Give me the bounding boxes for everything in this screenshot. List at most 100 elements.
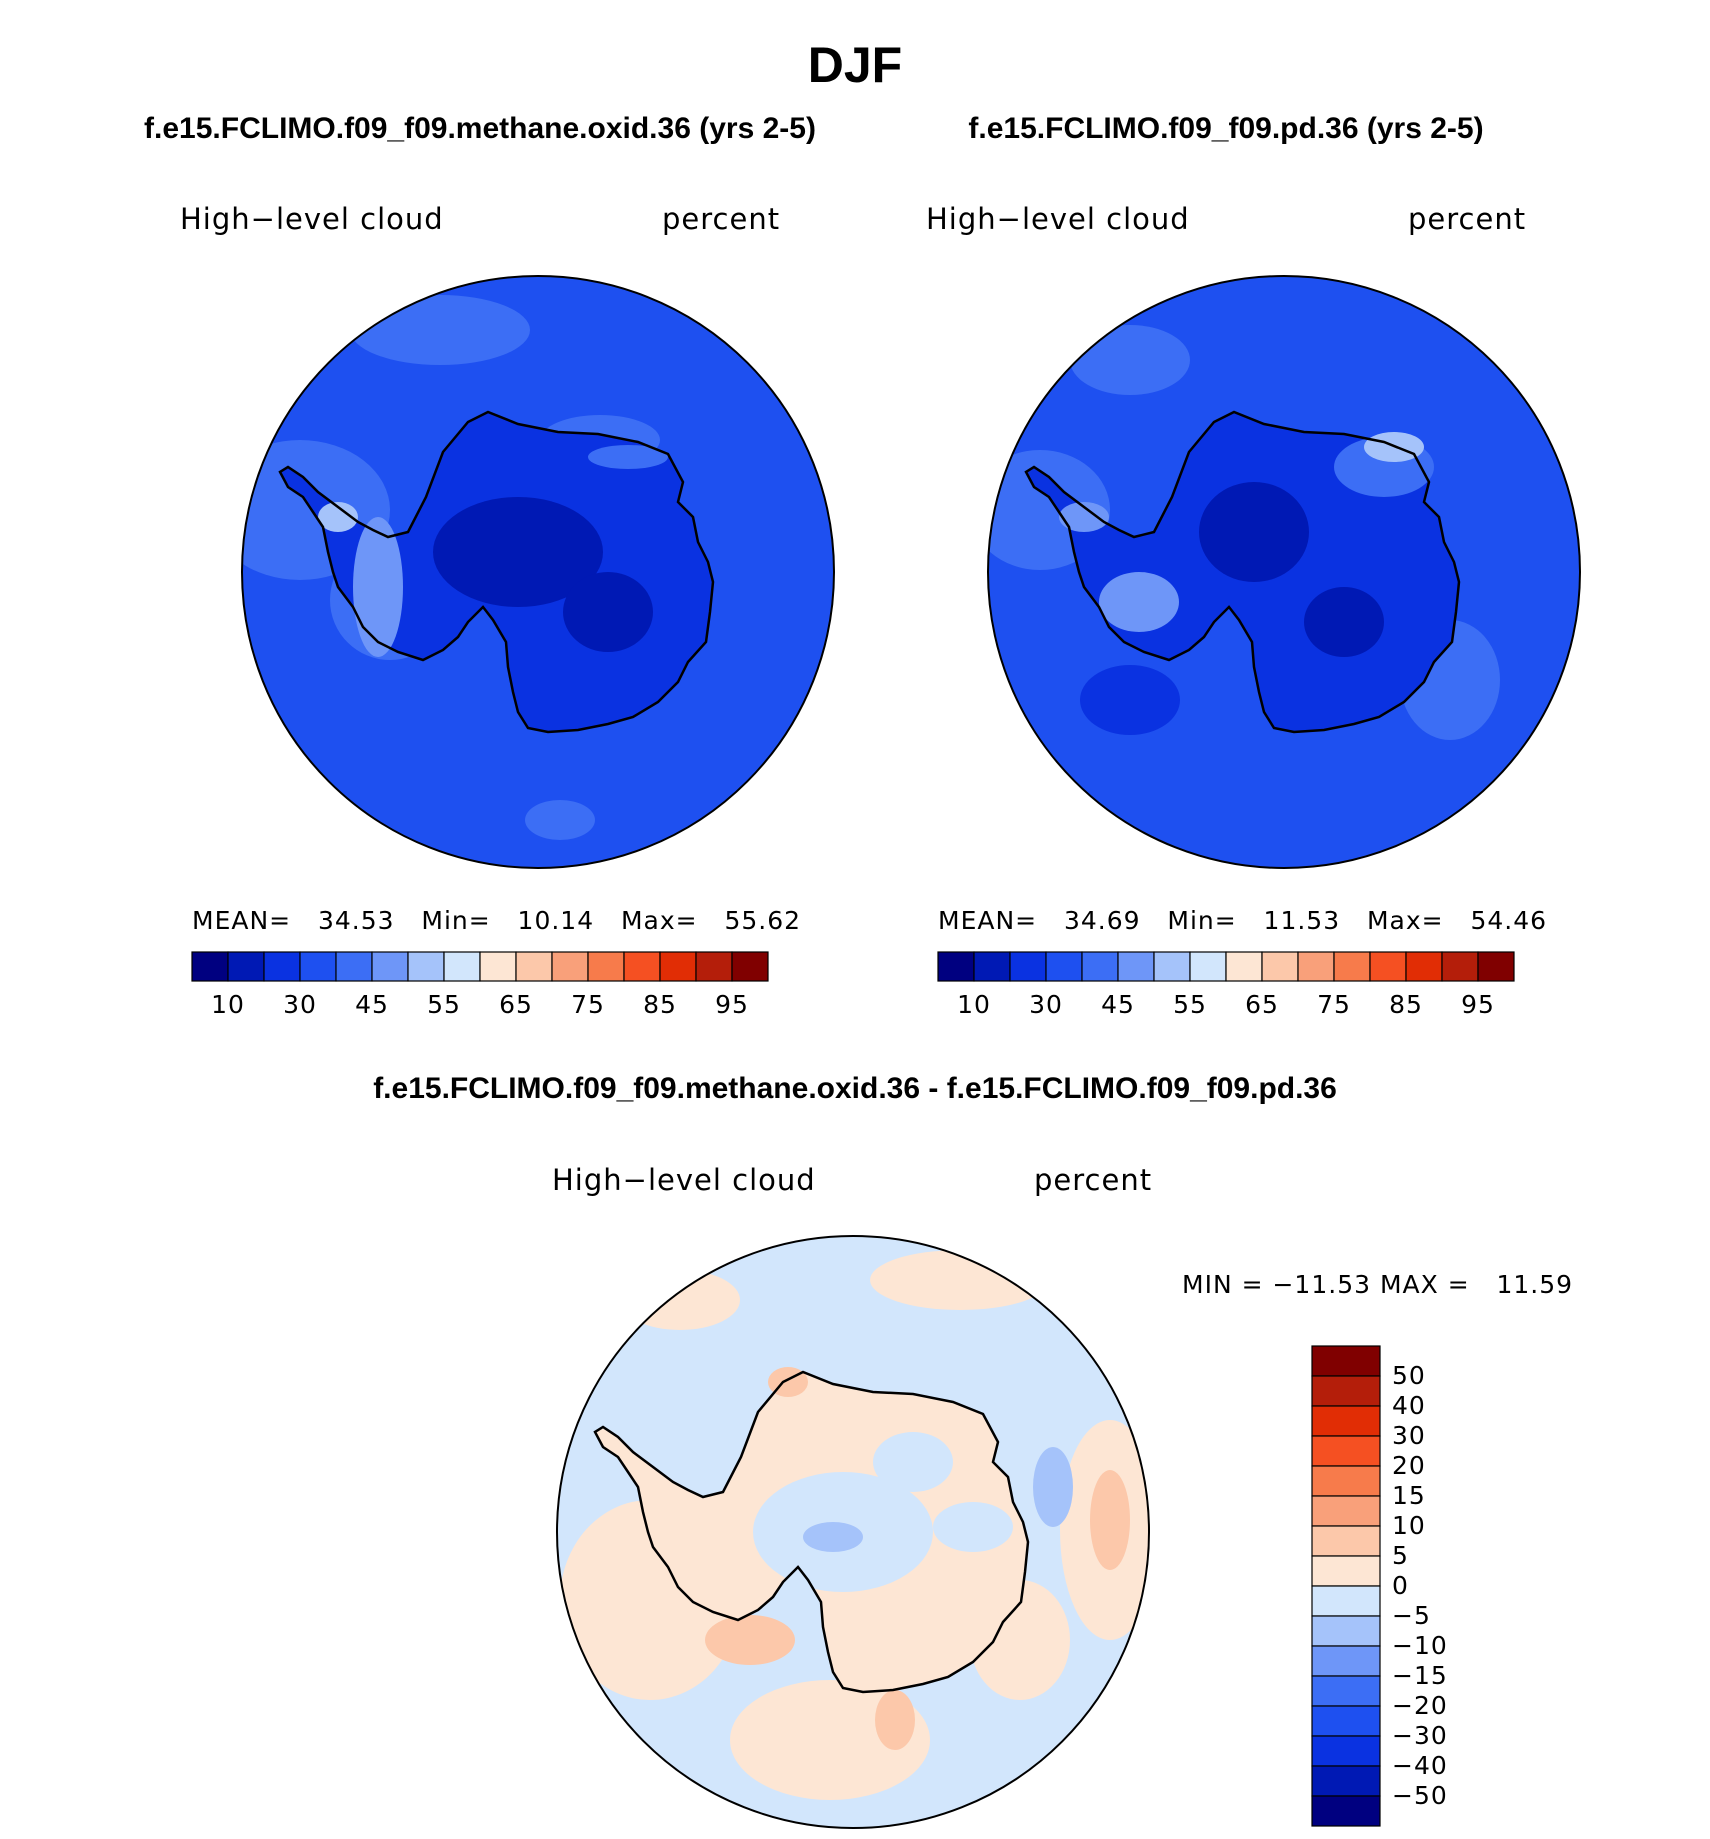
difference-units-label: percent [1034,1163,1153,1197]
panel-1-stats: MEAN= 34.53 Min= 10.14 Max= 55.62 [192,906,801,935]
difference-minmax: MIN = −11.53 MAX = 11.59 [1182,1270,1574,1299]
colorbar-tick-label: 65 [1245,990,1279,1019]
colorbar-tick-label: −5 [1392,1601,1431,1630]
panel-1-mean-label: MEAN= [192,906,292,935]
colorbar-cell [659,951,697,982]
panel-2-mean-value: 34.69 [1063,906,1141,935]
colorbar-cell [1311,1555,1381,1587]
difference-variable-label: High−level cloud [552,1163,816,1197]
colorbar-tick-label: 10 [957,990,991,1019]
difference-colorbar [1311,1345,1381,1827]
panel-1-map [241,275,835,869]
colorbar-cell [1117,951,1155,982]
colorbar-cell [1311,1525,1381,1557]
colorbar-cell [1311,1645,1381,1677]
colorbar-cell [1311,1435,1381,1467]
difference-title: f.e15.FCLIMO.f09_f09.methane.oxid.36 - f… [373,1072,1337,1105]
colorbar-cell [1153,951,1191,982]
colorbar-tick-label: 45 [1101,990,1135,1019]
colorbar-tick-label: 55 [427,990,461,1019]
colorbar-cell [1311,1765,1381,1797]
colorbar-tick-label: 30 [1029,990,1063,1019]
panel-1-max-label: Max= [620,906,698,935]
colorbar-cell [1311,1735,1381,1767]
page-title: DJF [807,37,903,93]
colorbar-cell [263,951,301,982]
colorbar-cell [731,951,769,982]
colorbar-cell [191,951,229,982]
colorbar-tick-label: 15 [1392,1481,1426,1510]
panel-2-max-value: 54.46 [1470,906,1548,935]
panel-1-title: f.e15.FCLIMO.f09_f09.methane.oxid.36 (yr… [144,112,816,145]
colorbar-cell [1225,951,1263,982]
panel-2-map [987,275,1581,869]
colorbar-tick-label: 0 [1392,1571,1409,1600]
colorbar-tick-label: 50 [1392,1361,1426,1390]
colorbar-cell [1311,1795,1381,1827]
colorbar-cell [623,951,661,982]
colorbar-cell [1009,951,1047,982]
colorbar-cell [299,951,337,982]
colorbar-tick-label: 20 [1392,1451,1426,1480]
colorbar-tick-label: 40 [1392,1391,1426,1420]
panel-2-variable-label: High−level cloud [926,202,1190,236]
colorbar-tick-label: 45 [355,990,389,1019]
colorbar-cell [1311,1585,1381,1617]
panel-2-colorbar [937,951,1515,982]
colorbar-tick-label: 5 [1392,1541,1409,1570]
panel-1-mean-value: 34.53 [317,906,395,935]
colorbar-tick-label: 75 [1317,990,1351,1019]
colorbar-cell [407,951,445,982]
colorbar-cell [1311,1495,1381,1527]
colorbar-tick-label: 75 [571,990,605,1019]
colorbar-tick-label: 30 [1392,1421,1426,1450]
colorbar-tick-label: −50 [1392,1781,1448,1810]
colorbar-cell [515,951,553,982]
colorbar-cell [371,951,409,982]
colorbar-tick-label: 95 [1461,990,1495,1019]
colorbar-cell [1369,951,1407,982]
colorbar-cell [443,951,481,982]
colorbar-tick-label: −10 [1392,1631,1448,1660]
colorbar-cell [1477,951,1515,982]
difference-map [556,1235,1150,1829]
colorbar-cell [1311,1405,1381,1437]
colorbar-cell [335,951,373,982]
colorbar-tick-label: 55 [1173,990,1207,1019]
colorbar-tick-label: −20 [1392,1691,1448,1720]
panel-2-title: f.e15.FCLIMO.f09_f09.pd.36 (yrs 2-5) [968,112,1484,145]
panel-2-min-label: Min= [1167,906,1237,935]
colorbar-cell [1189,951,1227,982]
colorbar-cell [1311,1615,1381,1647]
colorbar-cell [1045,951,1083,982]
colorbar-cell [1333,951,1371,982]
colorbar-cell [1311,1675,1381,1707]
panel-1-colorbar [191,951,769,982]
panel-2-mean-label: MEAN= [938,906,1038,935]
colorbar-cell [1405,951,1443,982]
colorbar-tick-label: −30 [1392,1721,1448,1750]
colorbar-tick-label: 10 [211,990,245,1019]
panel-2-units-label: percent [1408,202,1527,236]
colorbar-tick-label: 30 [283,990,317,1019]
panel-1-units-label: percent [662,202,781,236]
colorbar-tick-label: 85 [1389,990,1423,1019]
panel-2-stats: MEAN= 34.69 Min= 11.53 Max= 54.46 [938,906,1547,935]
colorbar-cell [1311,1705,1381,1737]
colorbar-cell [1261,951,1299,982]
colorbar-tick-label: −40 [1392,1751,1448,1780]
colorbar-cell [227,951,265,982]
colorbar-cell [1311,1465,1381,1497]
panel-1-min-value: 10.14 [517,906,595,935]
colorbar-cell [479,951,517,982]
colorbar-cell [1081,951,1119,982]
colorbar-tick-label: −15 [1392,1661,1448,1690]
colorbar-cell [937,951,975,982]
colorbar-tick-label: 65 [499,990,533,1019]
panel-1-min-label: Min= [421,906,491,935]
colorbar-cell [587,951,625,982]
panel-2-max-label: Max= [1366,906,1444,935]
colorbar-cell [1311,1375,1381,1407]
colorbar-tick-label: 10 [1392,1511,1426,1540]
